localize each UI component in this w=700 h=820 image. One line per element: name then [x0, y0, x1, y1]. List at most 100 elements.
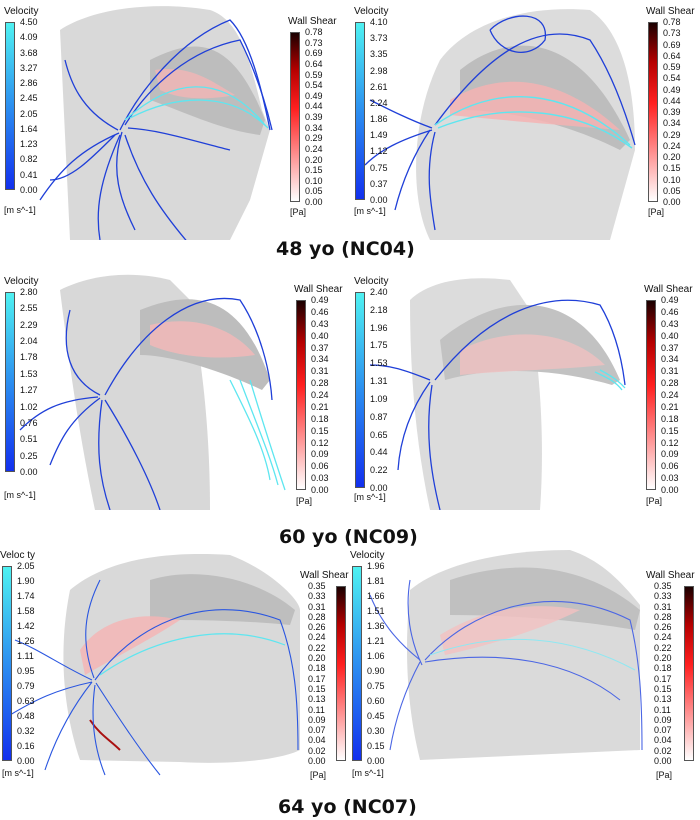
- colorbar-tick-label: 0.02: [654, 745, 672, 756]
- colorbar-tick-label: 1.11: [17, 651, 34, 661]
- velocity-colorbar: [5, 22, 15, 190]
- shear-colorbar-title: Wall Shear: [644, 284, 693, 295]
- shear-colorbar: [290, 32, 300, 202]
- shear-colorbar-title: Wall Shear: [288, 16, 337, 27]
- colorbar-tick-label: 0.75: [367, 681, 385, 691]
- colorbar-tick-label: 0.06: [311, 461, 329, 472]
- colorbar-tick-label: 0.37: [311, 342, 329, 353]
- shear-unit: [Pa]: [646, 496, 663, 506]
- colorbar-tick-label: 2.55: [20, 303, 38, 314]
- colorbar-tick-label: 1.74: [17, 591, 35, 601]
- colorbar-tick-label: 1.23: [20, 139, 38, 150]
- colorbar-tick-label: 0.49: [661, 295, 679, 305]
- colorbar-tick-label: 0.24: [654, 632, 672, 643]
- colorbar-tick-label: 0.64: [305, 58, 323, 69]
- row-nc09: Velocity [m s^-1] Wall Shear [Pa] 2.80 2.…: [0, 270, 700, 550]
- panel-nc07-right: Velocity [m s^-1] Wall Shear [Pa] 1.96 1.…: [350, 550, 700, 780]
- shear-unit: [Pa]: [656, 770, 673, 780]
- colorbar-tick-label: 0.31: [654, 601, 672, 612]
- colorbar-tick-label: 2.04: [20, 336, 38, 347]
- colorbar-tick-label: 0.32: [17, 726, 35, 736]
- velocity-unit: [m s^-1]: [354, 206, 386, 216]
- colorbar-tick-label: 0.12: [311, 437, 329, 448]
- colorbar-tick-label: 0.54: [305, 80, 323, 91]
- colorbar-tick-label: 0.59: [663, 62, 681, 72]
- colorbar-tick-label: 1.31: [370, 376, 388, 387]
- colorbar-tick-label: 0.34: [661, 354, 679, 365]
- row-nc07: Veloc ty [m s^-1] Wall Shear [Pa] 2.05 1.…: [0, 550, 700, 820]
- colorbar-tick-label: 1.36: [367, 621, 385, 631]
- colorbar-tick-label: 2.98: [370, 65, 388, 76]
- colorbar-tick-label: 1.09: [370, 393, 388, 404]
- colorbar-tick-label: 0.64: [663, 50, 681, 61]
- colorbar-tick-label: 0.10: [305, 175, 323, 186]
- colorbar-tick-label: 0.69: [663, 39, 681, 50]
- colorbar-tick-label: 0.30: [367, 726, 385, 736]
- colorbar-tick-label: 0.24: [311, 390, 329, 400]
- colorbar-tick-label: 0.46: [311, 306, 329, 317]
- colorbar-tick-label: 0.11: [308, 704, 325, 715]
- colorbar-tick-label: 0.15: [311, 425, 329, 436]
- shear-colorbar: [646, 300, 656, 490]
- colorbar-tick-label: 2.29: [20, 319, 38, 330]
- colorbar-tick-label: 0.00: [654, 756, 672, 766]
- colorbar-tick-label: 0.04: [654, 735, 672, 746]
- velocity-unit: [m s^-1]: [4, 490, 36, 500]
- colorbar-tick-label: 0.28: [661, 378, 679, 389]
- colorbar-tick-label: 0.78: [663, 17, 681, 27]
- colorbar-tick-label: 0.39: [305, 112, 323, 122]
- colorbar-tick-label: 0.82: [20, 154, 38, 165]
- velocity-colorbar: [355, 22, 365, 200]
- colorbar-tick-label: 0.24: [661, 390, 679, 400]
- colorbar-tick-label: 0.48: [17, 711, 35, 721]
- colorbar-tick-label: 0.40: [661, 330, 679, 341]
- colorbar-tick-label: 0.34: [311, 354, 329, 365]
- colorbar-tick-label: 0.43: [661, 318, 679, 329]
- colorbar-tick-label: 1.53: [20, 368, 38, 379]
- colorbar-tick-label: 0.54: [663, 73, 681, 84]
- shear-colorbar-title: Wall Shear: [646, 570, 695, 581]
- shear-colorbar-title: Wall Shear: [294, 284, 343, 295]
- velocity-unit: [m s^-1]: [354, 492, 386, 502]
- colorbar-tick-label: 0.17: [308, 673, 326, 684]
- colorbar-tick-label: 0.07: [654, 725, 672, 736]
- colorbar-tick-label: 0.06: [661, 461, 679, 472]
- colorbar-tick-label: 0.69: [305, 48, 323, 59]
- flow-render: [369, 278, 626, 510]
- colorbar-tick-label: 0.63: [17, 696, 35, 706]
- panel-nc09-left: Velocity [m s^-1] Wall Shear [Pa] 2.80 2.…: [0, 270, 350, 510]
- colorbar-tick-label: 0.18: [308, 663, 326, 674]
- velocity-colorbar-title: Velocity: [350, 550, 385, 561]
- colorbar-tick-label: 2.40: [370, 287, 388, 297]
- colorbar-tick-label: 0.02: [308, 745, 326, 756]
- colorbar-tick-label: 0.78: [305, 27, 323, 37]
- colorbar-tick-label: 0.15: [367, 741, 385, 751]
- colorbar-tick-label: 2.18: [370, 304, 388, 315]
- colorbar-tick-label: 1.42: [17, 621, 35, 631]
- colorbar-tick-label: 0.00: [20, 467, 38, 477]
- colorbar-tick-label: 0.05: [305, 186, 323, 197]
- colorbar-tick-label: 4.50: [20, 17, 38, 27]
- colorbar-tick-label: 0.18: [311, 413, 329, 424]
- colorbar-tick-label: 0.49: [305, 90, 323, 101]
- panel-nc04-right: Velocity [m s^-1] Wall Shear [Pa] 4.10 3.…: [350, 0, 700, 240]
- colorbar-tick-label: 0.24: [308, 632, 326, 643]
- colorbar-tick-label: 1.12: [370, 146, 388, 157]
- colorbar-tick-label: 0.22: [308, 642, 326, 653]
- colorbar-tick-label: 0.49: [663, 84, 681, 95]
- colorbar-tick-label: 0.46: [661, 306, 679, 317]
- panel-nc09-right: Velocity [m s^-1] Wall Shear [Pa] 2.40 2.…: [350, 270, 700, 510]
- colorbar-tick-label: 2.86: [20, 78, 38, 89]
- colorbar-tick-label: 0.60: [367, 696, 385, 706]
- colorbar-tick-label: 0.20: [654, 653, 672, 664]
- colorbar-tick-label: 0.09: [311, 449, 329, 460]
- colorbar-tick-label: 0.00: [308, 756, 326, 766]
- panel-nc04-left: Velocity [m s^-1] Wall Shear [Pa] 4.50 4.…: [0, 0, 350, 240]
- colorbar-tick-label: 0.00: [370, 483, 388, 493]
- colorbar-tick-label: 0.31: [661, 366, 679, 377]
- colorbar-tick-label: 0.04: [308, 735, 326, 746]
- velocity-colorbar-title: Velocity: [354, 276, 389, 287]
- row-nc04: Velocity [m s^-1] Wall Shear [Pa] 4.50 4.…: [0, 0, 700, 270]
- colorbar-tick-label: 0.28: [654, 611, 672, 622]
- colorbar-tick-label: 1.66: [367, 591, 385, 601]
